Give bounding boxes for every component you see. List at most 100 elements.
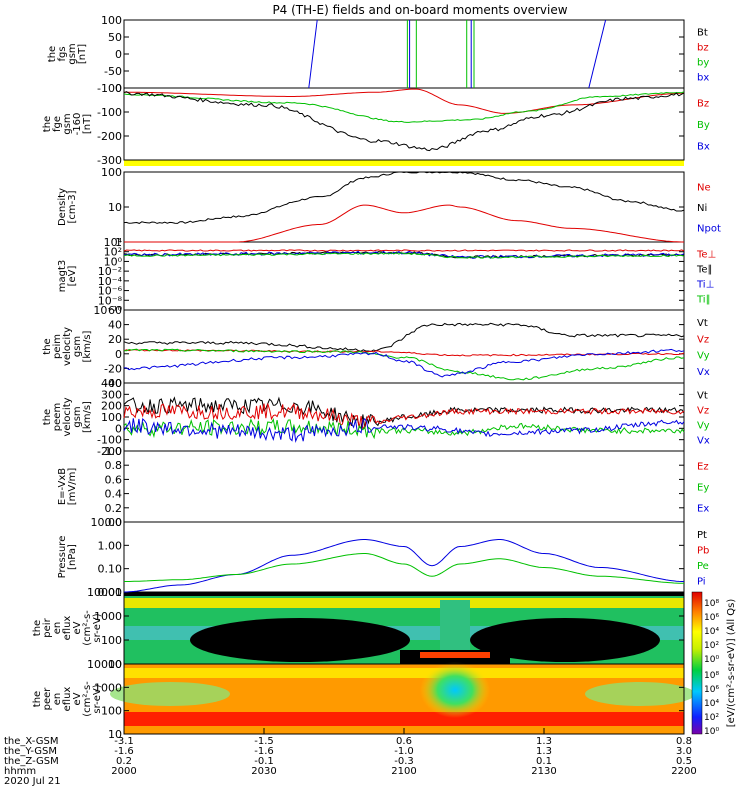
xtick-label-r1-2: -1.0	[394, 746, 414, 757]
ylabel-peir-1: peir	[42, 617, 53, 637]
legend-peem-Vx: Vx	[697, 436, 710, 447]
ylabel-peem-3: gsm	[72, 406, 83, 427]
fgs-trace-bx-3	[588, 19, 607, 89]
ytick-label-fgs-0: 100	[101, 14, 122, 27]
panel-frame-peim	[123, 309, 685, 384]
ytick-label-peir-0: 10000	[87, 586, 122, 599]
ylabel-peem-4: [km/s]	[82, 401, 93, 433]
series-density-Ni	[123, 171, 685, 224]
legend-peim-Vx: Vx	[697, 367, 710, 378]
ytick-label-fgs-4: -100	[97, 82, 122, 95]
legend-density-Npot: Npot	[697, 224, 721, 235]
ylabel-density-0: Density	[57, 188, 68, 226]
legend-peim-Vt: Vt	[697, 318, 708, 329]
ytick-label-peim-0: 60	[108, 304, 122, 317]
ytick-label-peim-1: 40	[108, 319, 122, 332]
panel-frame-density	[123, 171, 685, 243]
xtick-label-r3-4: 2200	[671, 766, 696, 777]
ytick-label-density-0: 100	[101, 166, 122, 179]
peir-spectrogram	[124, 592, 684, 664]
series-peem-Vt	[123, 396, 685, 429]
colorbar	[691, 591, 703, 735]
panel-frame-efield	[123, 450, 685, 523]
legend-fge-By: By	[697, 120, 710, 131]
ylabel-fgs-2: gsm	[67, 43, 78, 64]
series-fge-Bt	[123, 91, 685, 152]
legend-temp-Te⊥: Te⊥	[696, 250, 716, 261]
ylabel-fge-4: [nT]	[82, 114, 93, 134]
ytick-label-temp-0: 10⁴	[104, 236, 123, 249]
ytick-label-peem-3: 100	[101, 411, 122, 424]
series-pressure-Pi	[124, 539, 684, 593]
yellow-status-bar	[124, 160, 684, 166]
cbar-tick-bottom-2: 10⁴	[704, 699, 719, 709]
legend-peem-Vt: Vt	[697, 391, 708, 402]
ylabel-peim-3: gsm	[72, 336, 83, 357]
ylabel-pressure-0: Pressure	[57, 536, 68, 579]
ytick-label-density-2: 1	[115, 236, 122, 249]
ytick-label-fge-2: -200	[97, 130, 122, 143]
legend-pressure-Pe: Pe	[697, 561, 709, 572]
legend-fgs-by: by	[697, 58, 709, 69]
ytick-label-fge-0: 0	[115, 82, 122, 95]
ytick-label-fge-1: -100	[97, 106, 122, 119]
xtick-label-r3-0: 2000	[111, 766, 136, 777]
ytick-label-peim-2: 20	[108, 333, 122, 346]
ytick-label-efield-1: 0.8	[105, 459, 123, 472]
series-fge-By	[123, 91, 685, 123]
ylabel-peer-6: sr-eV)	[92, 684, 103, 713]
row-label-2: the_Z-GSM	[4, 756, 59, 767]
legend-fge-Bx: Bx	[697, 141, 710, 152]
cbar-tick-top-1: 10⁶	[704, 613, 719, 623]
ytick-label-efield-2: 0.6	[105, 473, 123, 486]
ytick-label-peim-4: -20	[104, 362, 122, 375]
ytick-label-fgs-2: 0	[115, 48, 122, 61]
ylabel-peer-1: peer	[42, 687, 53, 711]
ylabel-peer-3: eflux	[62, 687, 73, 712]
legend-density-Ni: Ni	[697, 203, 707, 214]
ytick-label-fgs-1: 50	[108, 31, 122, 44]
legend-temp-Te∥: Te∥	[696, 265, 713, 276]
panel-frame-pressure	[123, 521, 685, 593]
ytick-label-peem-0: 400	[101, 377, 122, 390]
ytick-label-peir-3: 10	[108, 658, 122, 671]
ylabel-efield-1: [mV/m]	[67, 468, 78, 506]
cbar-tick-top-2: 10⁴	[704, 627, 719, 637]
peer-spectrogram	[110, 662, 695, 734]
legend-pressure-Pb: Pb	[697, 545, 709, 556]
ytick-label-temp-6: 10⁻⁸	[98, 294, 123, 307]
ytick-label-pressure-0: 10.00	[91, 516, 123, 529]
series-peem-Vy	[123, 417, 685, 440]
xtick-label-r3-2: 2100	[391, 766, 416, 777]
ytick-label-peim-5: -40	[104, 377, 122, 390]
xtick-label-r1-3: 1.3	[536, 746, 552, 757]
cbar-tick-bottom-1: 10⁶	[704, 685, 719, 695]
series-peem-Vx	[123, 417, 685, 444]
ytick-label-efield-5: 0.0	[105, 516, 123, 529]
ylabel-density-1: [cm-3]	[67, 190, 78, 223]
ytick-label-peem-2: 200	[101, 400, 122, 413]
figure-title: P4 (TH-E) fields and on-board moments ov…	[272, 3, 567, 17]
ylabel-fge-1: fge	[52, 116, 63, 132]
ytick-label-density-1: 10	[108, 201, 122, 214]
legend-fgs-bx: bx	[697, 73, 709, 84]
ytick-label-peem-1: 300	[101, 388, 122, 401]
row-label-1: the_Y-GSM	[4, 746, 57, 757]
ylabel-peim-2: velocity	[62, 327, 73, 366]
xtick-label-r2-3: 0.1	[536, 756, 552, 767]
xtick-label-r0-1: -1.5	[254, 736, 274, 747]
ytick-label-efield-4: 0.2	[105, 502, 123, 515]
ytick-label-peer-1: 1000	[94, 681, 122, 694]
xtick-label-r0-3: 1.3	[536, 736, 552, 747]
ylabel-efield-0: E=-VxB	[57, 468, 68, 505]
xtick-label-r0-2: 0.6	[396, 736, 412, 747]
ylabel-temp-1: [eV]	[67, 266, 78, 287]
legend-peim-Vz: Vz	[697, 334, 709, 345]
ylabel-peim-4: [km/s]	[82, 330, 93, 362]
legend-efield-Ez: Ez	[697, 462, 709, 473]
ylabel-fge-0: the	[42, 116, 53, 132]
panel-frame-fge	[123, 87, 685, 161]
ylabel-peim-0: the	[42, 338, 53, 354]
ytick-label-pressure-2: 0.10	[98, 563, 123, 576]
ytick-label-peem-6: -200	[97, 445, 122, 458]
